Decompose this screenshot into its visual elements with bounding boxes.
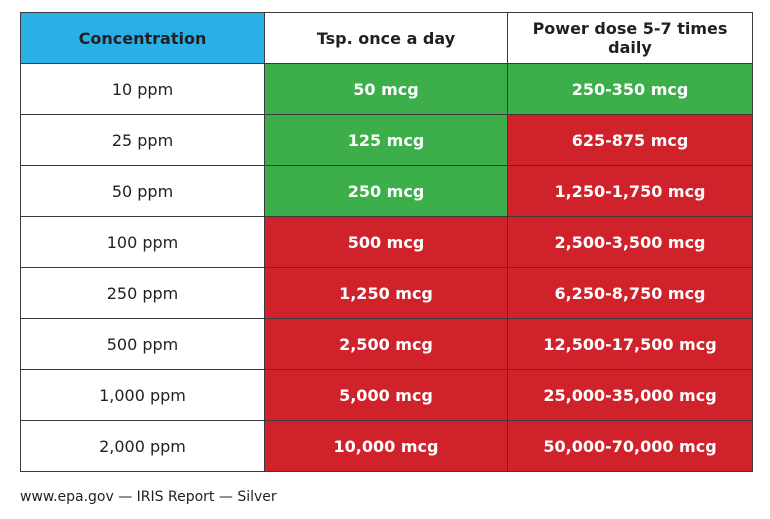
cell: 50,000-70,000 mcg	[507, 420, 753, 472]
cell: 2,500-3,500 mcg	[507, 216, 753, 268]
cell: 2,000 ppm	[20, 420, 265, 472]
cell: 50 mcg	[264, 63, 508, 115]
cell: 250 ppm	[20, 267, 265, 319]
cell: 1,250-1,750 mcg	[507, 165, 753, 217]
cell: 25,000-35,000 mcg	[507, 369, 753, 421]
cell: 1,250 mcg	[264, 267, 508, 319]
header-row: Concentration Tsp. once a day Power dose…	[20, 12, 753, 64]
row: 100 ppm 500 mcg 2,500-3,500 mcg	[20, 216, 753, 268]
cell: 100 ppm	[20, 216, 265, 268]
row: 10 ppm 50 mcg 250-350 mcg	[20, 63, 753, 115]
row: 50 ppm 250 mcg 1,250-1,750 mcg	[20, 165, 753, 217]
cell: 500 mcg	[264, 216, 508, 268]
cell: 500 ppm	[20, 318, 265, 370]
cell: 1,000 ppm	[20, 369, 265, 421]
cell: 6,250-8,750 mcg	[507, 267, 753, 319]
source-note: www.epa.gov — IRIS Report — Silver	[20, 489, 277, 505]
cell: 250-350 mcg	[507, 63, 753, 115]
cell: 5,000 mcg	[264, 369, 508, 421]
cell: 2,500 mcg	[264, 318, 508, 370]
header-cell: Power dose 5-7 times daily	[507, 12, 753, 64]
row: 500 ppm 2,500 mcg 12,500-17,500 mcg	[20, 318, 753, 370]
header-cell: Concentration	[20, 12, 265, 64]
cell: 125 mcg	[264, 114, 508, 166]
cell: 625-875 mcg	[507, 114, 753, 166]
dose-table: Concentration Tsp. once a day Power dose…	[20, 12, 753, 472]
cell: 10 ppm	[20, 63, 265, 115]
header-cell: Tsp. once a day	[264, 12, 508, 64]
row: 2,000 ppm 10,000 mcg 50,000-70,000 mcg	[20, 420, 753, 472]
cell: 250 mcg	[264, 165, 508, 217]
cell: 50 ppm	[20, 165, 265, 217]
row: 1,000 ppm 5,000 mcg 25,000-35,000 mcg	[20, 369, 753, 421]
cell: 25 ppm	[20, 114, 265, 166]
cell: 10,000 mcg	[264, 420, 508, 472]
row: 250 ppm 1,250 mcg 6,250-8,750 mcg	[20, 267, 753, 319]
cell: 12,500-17,500 mcg	[507, 318, 753, 370]
row: 25 ppm 125 mcg 625-875 mcg	[20, 114, 753, 166]
